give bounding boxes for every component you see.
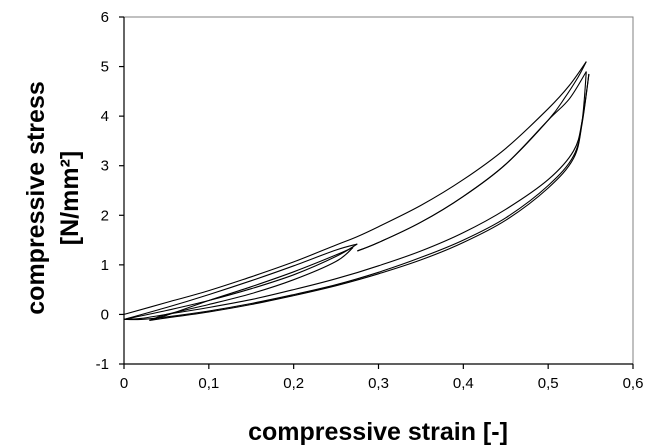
hysteresis-curves bbox=[123, 61, 590, 321]
y-tick-label: 4 bbox=[101, 108, 109, 125]
x-tick-label: 0,1 bbox=[198, 375, 219, 392]
x-tick-label: 0,2 bbox=[283, 375, 304, 392]
x-tick-label: 0 bbox=[120, 375, 128, 392]
curve-segment-4 bbox=[123, 71, 587, 321]
curve-segment-7 bbox=[149, 246, 354, 321]
x-axis-title: compressive strain [-] bbox=[248, 418, 508, 446]
y-tick-labels: -1 0 1 2 3 4 5 6 bbox=[96, 9, 109, 373]
curve-segment-3 bbox=[357, 71, 587, 252]
x-tick-label: 0,5 bbox=[538, 375, 559, 392]
y-tick-label: 5 bbox=[101, 59, 109, 76]
y-tick-label: 2 bbox=[101, 207, 109, 224]
y-tick-label: -1 bbox=[96, 356, 109, 373]
x-tick-labels: 0 0,1 0,2 0,3 0,4 0,5 0,6 bbox=[120, 375, 644, 392]
curve-segment-9 bbox=[123, 243, 358, 320]
y-axis-title-line1: compressive stress bbox=[22, 81, 50, 314]
curve-segment-6 bbox=[149, 73, 590, 321]
y-tick-label: 0 bbox=[101, 306, 109, 323]
x-tick-label: 0,6 bbox=[623, 375, 644, 392]
x-tick-label: 0,3 bbox=[368, 375, 389, 392]
curve-segment-10 bbox=[123, 243, 358, 320]
x-tick-label: 0,4 bbox=[453, 375, 474, 392]
curve-segment-1 bbox=[123, 61, 587, 315]
y-tick-label: 3 bbox=[101, 158, 109, 175]
curve-segment-8 bbox=[149, 247, 354, 321]
y-axis-title-line2: [N/mm²] bbox=[56, 151, 84, 245]
y-tick-label: 6 bbox=[101, 9, 109, 26]
curve-segment-5 bbox=[123, 73, 590, 320]
y-tick-label: 1 bbox=[101, 257, 109, 274]
curve-segment-2 bbox=[357, 61, 587, 252]
axes bbox=[119, 16, 634, 369]
